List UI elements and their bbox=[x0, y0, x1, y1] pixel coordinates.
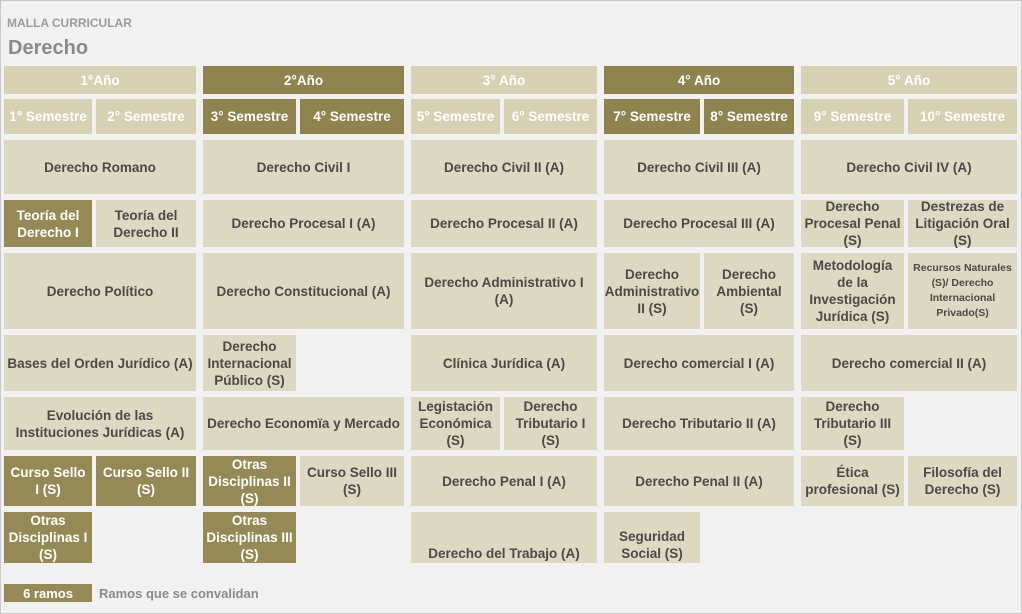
year-header-5: 5° Año bbox=[801, 66, 1017, 94]
course-otras-disciplinas-1[interactable]: Otras Disciplinas I (S) bbox=[4, 512, 92, 563]
legend-label: Ramos que se convalidan bbox=[99, 586, 259, 601]
course-penal-1[interactable]: Derecho Penal I (A) bbox=[411, 456, 597, 506]
course-derecho-ambiental[interactable]: Derecho Ambiental (S) bbox=[704, 253, 794, 329]
page-subtitle: MALLA CURRICULAR bbox=[7, 16, 132, 30]
course-internacional-publico[interactable]: Derecho Internacional Público (S) bbox=[203, 335, 296, 391]
course-tributario-1[interactable]: Derecho Tributario I (S) bbox=[504, 397, 597, 450]
course-comercial-1[interactable]: Derecho comercial I (A) bbox=[604, 335, 794, 391]
course-teoria-derecho-1[interactable]: Teoría del Derecho I bbox=[4, 200, 92, 247]
semester-header-10: 10° Semestre bbox=[908, 99, 1017, 134]
course-evolucion-instituciones[interactable]: Evolución de las Instituciones Jurídicas… bbox=[4, 397, 196, 450]
course-procesal-penal[interactable]: Derecho Procesal Penal (S) bbox=[801, 199, 904, 248]
course-procesal-1[interactable]: Derecho Procesal I (A) bbox=[203, 200, 404, 247]
semester-header-5: 5° Semestre bbox=[411, 99, 500, 134]
course-comercial-2[interactable]: Derecho comercial II (A) bbox=[801, 335, 1017, 391]
course-seguridad-social[interactable]: Seguridad Social (S) bbox=[604, 512, 700, 563]
course-derecho-constitucional[interactable]: Derecho Constitucional (A) bbox=[203, 253, 404, 329]
semester-header-7: 7° Semestre bbox=[604, 99, 700, 134]
course-tributario-3[interactable]: Derecho Tributario III (S) bbox=[801, 397, 904, 450]
legend-swatch: 6 ramos bbox=[4, 584, 92, 602]
course-clinica-juridica[interactable]: Clínica Jurídica (A) bbox=[411, 335, 597, 391]
year-header-1: 1°Año bbox=[4, 66, 196, 94]
year-header-3: 3° Año bbox=[411, 66, 597, 94]
course-derecho-civil-3[interactable]: Derecho Civil III (A) bbox=[604, 140, 794, 194]
year-header-4: 4° Año bbox=[604, 66, 794, 94]
course-otras-disciplinas-2[interactable]: Otras Disciplinas II (S) bbox=[203, 456, 296, 506]
course-recursos-naturales[interactable]: Recursos Naturales (S)/ Derecho Internac… bbox=[908, 253, 1017, 329]
course-sello-2[interactable]: Curso Sello II (S) bbox=[96, 456, 196, 506]
course-administrativo-1[interactable]: Derecho Administrativo I (A) bbox=[411, 253, 597, 329]
course-penal-2[interactable]: Derecho Penal II (A) bbox=[604, 456, 794, 506]
semester-header-1: 1° Semestre bbox=[4, 99, 92, 134]
semester-header-4: 4° Semestre bbox=[300, 99, 404, 134]
course-derecho-civil-4[interactable]: Derecho Civil IV (A) bbox=[801, 140, 1017, 194]
course-procesal-2[interactable]: Derecho Procesal II (A) bbox=[411, 200, 597, 247]
course-derecho-romano[interactable]: Derecho Romano bbox=[4, 140, 196, 194]
course-teoria-derecho-2[interactable]: Teoría del Derecho II bbox=[96, 200, 196, 247]
course-tributario-2[interactable]: Derecho Tributario II (A) bbox=[604, 397, 794, 450]
year-header-2: 2°Año bbox=[203, 66, 404, 94]
course-procesal-3[interactable]: Derecho Procesal III (A) bbox=[604, 200, 794, 247]
course-derecho-civil-1[interactable]: Derecho Civil I bbox=[203, 140, 404, 194]
page-title: Derecho bbox=[8, 37, 89, 59]
course-administrativo-2[interactable]: Derecho Administrativo II (S) bbox=[604, 253, 700, 329]
course-etica-profesional[interactable]: Ética profesional (S) bbox=[801, 456, 904, 506]
course-destrezas-litigacion[interactable]: Destrezas de Litigación Oral (S) bbox=[908, 199, 1017, 248]
course-derecho-trabajo[interactable]: Derecho del Trabajo (A) bbox=[411, 512, 597, 563]
course-derecho-civil-2[interactable]: Derecho Civil II (A) bbox=[411, 140, 597, 194]
course-legislacion-economica[interactable]: Legistación Económica (S) bbox=[411, 397, 500, 450]
course-economia-mercado[interactable]: Derecho Economïa y Mercado bbox=[203, 397, 404, 450]
course-metodologia[interactable]: Metodología de la Investigación Jurídica… bbox=[801, 253, 904, 329]
course-bases-orden-juridico[interactable]: Bases del Orden Jurídico (A) bbox=[4, 335, 196, 391]
semester-header-2: 2° Semestre bbox=[96, 99, 196, 134]
course-otras-disciplinas-3[interactable]: Otras Disciplinas III (S) bbox=[203, 512, 296, 563]
course-sello-1[interactable]: Curso Sello I (S) bbox=[4, 456, 92, 506]
course-sello-3[interactable]: Curso Sello III (S) bbox=[300, 456, 404, 506]
course-filosofia-derecho[interactable]: Filosofía del Derecho (S) bbox=[908, 456, 1017, 506]
semester-header-6: 6° Semestre bbox=[504, 99, 597, 134]
course-derecho-politico[interactable]: Derecho Político bbox=[4, 253, 196, 329]
semester-header-9: 9° Semestre bbox=[801, 99, 904, 134]
semester-header-3: 3° Semestre bbox=[203, 99, 296, 134]
semester-header-8: 8° Semestre bbox=[704, 99, 794, 134]
